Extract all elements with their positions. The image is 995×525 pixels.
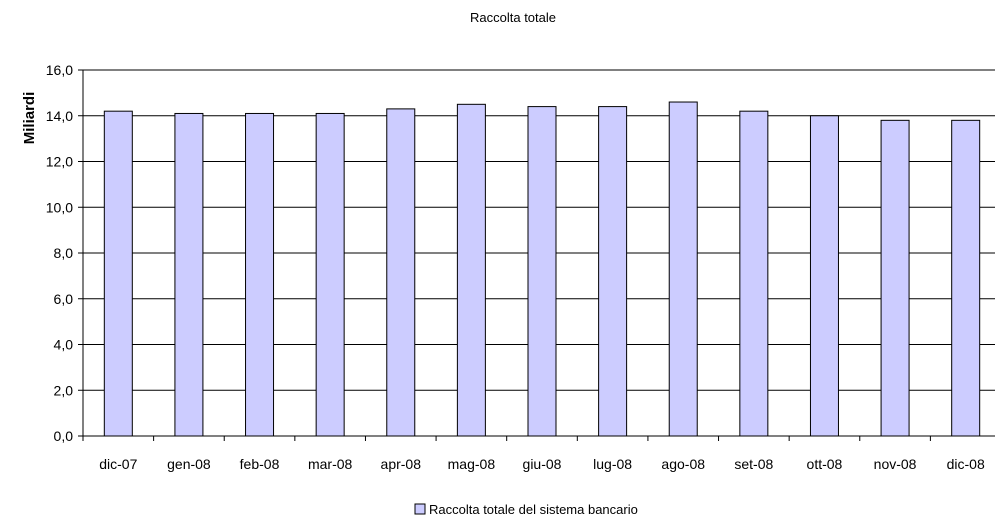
chart-title: Raccolta totale: [470, 10, 556, 25]
bar: [668, 101, 698, 437]
y-tick-label: 6,0: [54, 291, 74, 307]
bar: [598, 106, 628, 437]
x-tick-label: ago-08: [661, 456, 705, 472]
bar: [245, 112, 275, 437]
legend-swatch: [414, 503, 426, 515]
bar: [174, 112, 204, 437]
bar: [880, 119, 910, 437]
x-tick-label: set-08: [734, 456, 773, 472]
x-tick-label: mag-08: [448, 456, 496, 472]
x-tick-labels: dic-07 gen-08 feb-08 mar-08 apr-08 mag-08 giu-…: [99, 456, 985, 472]
bar: [951, 119, 981, 437]
x-tick-label: ott-08: [807, 456, 843, 472]
x-tick-label: apr-08: [381, 456, 422, 472]
x-tick-label: mar-08: [308, 456, 353, 472]
y-tick-label: 12,0: [46, 154, 73, 170]
x-tick-label: feb-08: [240, 456, 280, 472]
x-tick-label: dic-08: [947, 456, 985, 472]
bar: [456, 103, 486, 437]
y-tick-label: 0,0: [54, 428, 74, 444]
y-tick-label: 16,0: [46, 62, 73, 78]
x-tick-label: nov-08: [874, 456, 917, 472]
bar: [315, 112, 345, 437]
bar: [739, 110, 769, 437]
bar: [103, 110, 133, 437]
y-axis-label: Miliardi: [21, 92, 38, 145]
axes: [78, 69, 995, 441]
y-tick-label: 14,0: [46, 108, 73, 124]
y-tick-label: 2,0: [54, 382, 74, 398]
x-tick-label: gen-08: [167, 456, 211, 472]
x-tick-label: lug-08: [593, 456, 632, 472]
legend-label: Raccolta totale del sistema bancario: [429, 502, 638, 517]
bar: [527, 106, 557, 437]
y-tick-label: 4,0: [54, 337, 74, 353]
y-tick-label: 10,0: [46, 199, 73, 215]
y-tick-labels: 0,0 2,0 4,0 6,0 8,0 10,0 12,0 14,0 16,0: [46, 62, 73, 444]
x-tick-label: giu-08: [523, 456, 562, 472]
bar: [809, 115, 839, 437]
x-tick-label: dic-07: [99, 456, 137, 472]
y-tick-label: 8,0: [54, 245, 74, 261]
bars: [103, 101, 981, 437]
legend: Raccolta totale del sistema bancario: [414, 502, 638, 517]
bar: [386, 108, 416, 437]
